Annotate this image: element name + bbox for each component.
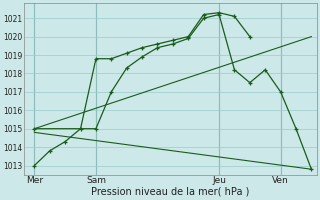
- X-axis label: Pression niveau de la mer( hPa ): Pression niveau de la mer( hPa ): [91, 187, 250, 197]
